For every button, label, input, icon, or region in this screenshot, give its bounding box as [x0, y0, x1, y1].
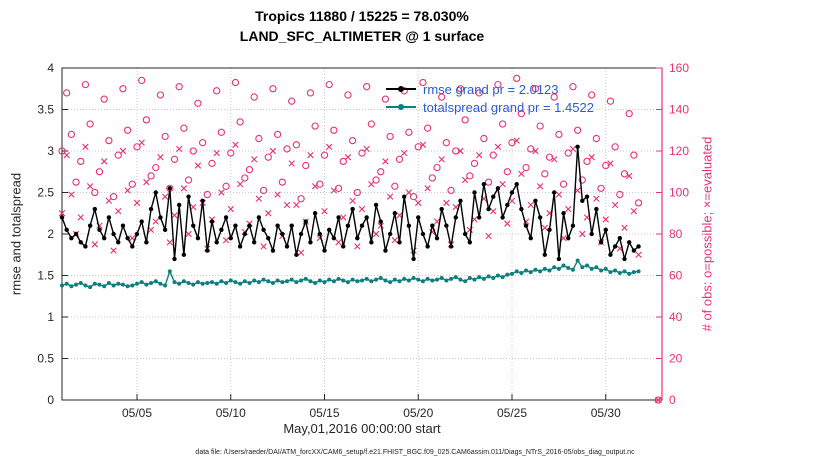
legend: rmse grand pr = 2.0123 totalspread grand… — [386, 80, 594, 116]
svg-text:0.5: 0.5 — [37, 352, 54, 366]
svg-text:20: 20 — [669, 352, 683, 366]
svg-text:3: 3 — [47, 144, 54, 158]
legend-label-rmse: rmse grand pr = 2.0123 — [423, 81, 559, 97]
chart-title-line1: Tropics 11880 / 15225 = 78.030% — [255, 8, 469, 24]
svg-text:05/05: 05/05 — [122, 406, 152, 420]
svg-text:100: 100 — [669, 186, 689, 200]
obs-count-markers — [58, 74, 662, 404]
svg-text:0: 0 — [47, 393, 54, 407]
svg-text:0: 0 — [669, 393, 676, 407]
legend-entry-rmse: rmse grand pr = 2.0123 — [386, 80, 594, 98]
chart-title-line2: LAND_SFC_ALTIMETER @ 1 surface — [239, 28, 485, 44]
svg-text:05/20: 05/20 — [403, 406, 433, 420]
svg-text:120: 120 — [669, 144, 689, 158]
data-file-caption: data file: /Users/raeder/DAI/ATM_forcXX/… — [195, 449, 635, 456]
svg-text:40: 40 — [669, 310, 683, 324]
tick-labels: 00.511.522.533.5402040608010012014016005… — [37, 61, 689, 420]
svg-text:2.5: 2.5 — [37, 186, 54, 200]
gridlines — [62, 68, 662, 400]
svg-text:2: 2 — [47, 227, 54, 241]
svg-text:4: 4 — [47, 61, 54, 75]
svg-text:05/15: 05/15 — [309, 406, 339, 420]
svg-text:1: 1 — [47, 310, 54, 324]
legend-entry-totalspread: totalspread grand pr = 1.4522 — [386, 98, 594, 116]
rmse-series — [59, 144, 641, 262]
axes-box — [61, 67, 663, 401]
svg-text:1.5: 1.5 — [37, 269, 54, 283]
rmse-marker-icon — [398, 86, 404, 92]
svg-text:05/30: 05/30 — [591, 406, 621, 420]
totalspread-series — [60, 258, 641, 290]
totalspread-marker-icon — [398, 104, 404, 110]
svg-text:05/25: 05/25 — [497, 406, 527, 420]
y-axis-right-label: # of obs: o=possible; ×=evaluated — [699, 136, 715, 332]
svg-text:60: 60 — [669, 269, 683, 283]
totalspread-line-sample — [386, 104, 416, 110]
svg-text:140: 140 — [669, 103, 689, 117]
rmse-line-sample — [386, 86, 416, 92]
svg-text:3.5: 3.5 — [37, 103, 54, 117]
legend-label-totalspread: totalspread grand pr = 1.4522 — [423, 99, 594, 115]
y-axis-left-label: rmse and totalspread — [8, 172, 24, 296]
svg-text:80: 80 — [669, 227, 683, 241]
svg-text:05/10: 05/10 — [216, 406, 246, 420]
x-axis-label: May,01,2016 00:00:00 start — [283, 421, 441, 436]
svg-text:160: 160 — [669, 61, 689, 75]
